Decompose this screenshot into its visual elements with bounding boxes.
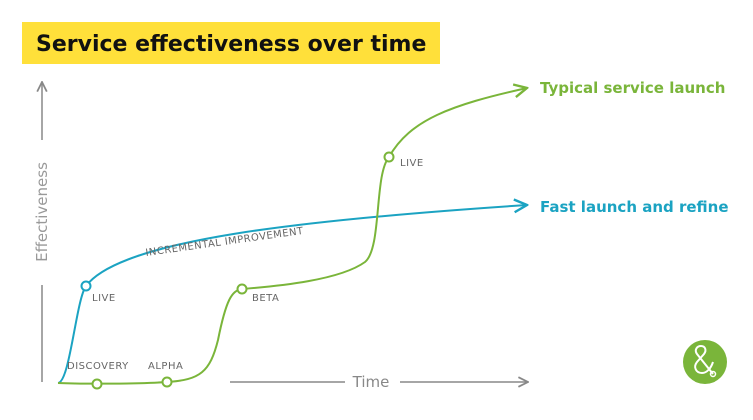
stage-point xyxy=(80,280,92,292)
annotation: INCREMENTAL IMPROVEMENT xyxy=(145,226,305,259)
fast-launch-curve xyxy=(57,205,527,384)
title-background xyxy=(22,22,440,64)
curve-label: Fast launch and refine xyxy=(540,198,729,216)
curve-label: Typical service launch xyxy=(540,79,725,97)
stage-label: DISCOVERY xyxy=(67,361,129,372)
x-axis-label: Time xyxy=(352,373,390,391)
y-axis-label: Effectiveness xyxy=(33,162,51,262)
stage-point xyxy=(161,376,173,388)
stage-label: LIVE xyxy=(92,293,116,304)
logo xyxy=(683,340,727,384)
title: Service effectiveness over time xyxy=(36,32,426,57)
stage-point xyxy=(236,283,248,295)
stage-label: ALPHA xyxy=(148,361,183,372)
stage-label: BETA xyxy=(252,293,279,304)
stage-point xyxy=(91,378,103,390)
stage-label: LIVE xyxy=(400,158,424,169)
stage-point xyxy=(383,151,395,163)
